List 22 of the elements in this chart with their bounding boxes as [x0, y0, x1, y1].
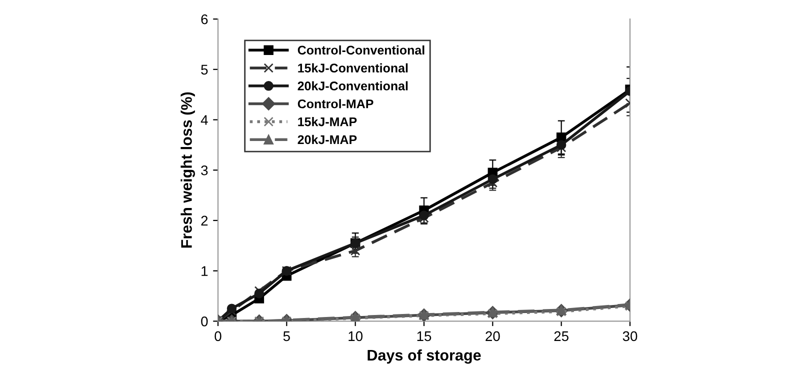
legend-label: Control-Conventional	[298, 45, 424, 55]
legend-label: 15kJ-Conventional	[298, 63, 408, 72]
x-tick-label: 5	[283, 331, 290, 342]
x-tick-label: 10	[348, 331, 363, 342]
y-tick-label: 6	[201, 14, 208, 24]
x-tick-label: 0	[214, 331, 222, 342]
x-tick-label: 15	[417, 331, 432, 342]
x-tick-label: 30	[622, 331, 638, 342]
legend-label: 20kJ-Conventional	[298, 81, 408, 90]
legend-label: 20kJ-MAP	[298, 134, 357, 144]
x-axis-title: Days of storage	[368, 349, 481, 364]
y-tick-label: 0	[201, 316, 208, 326]
legend-label: Control-MAP	[298, 99, 374, 108]
y-tick-label: 1	[202, 266, 208, 276]
x-tick-label: 20	[486, 331, 500, 342]
y-axis-title: Fresh weight loss (%)	[180, 92, 195, 248]
y-tick-label: 2	[201, 216, 208, 226]
y-tick-label: 5	[201, 64, 208, 75]
legend-label: 15kJ-MAP	[298, 117, 357, 126]
x-tick-label: 25	[554, 331, 568, 342]
y-tick-label: 3	[201, 165, 208, 176]
y-tick-label: 4	[200, 115, 208, 125]
